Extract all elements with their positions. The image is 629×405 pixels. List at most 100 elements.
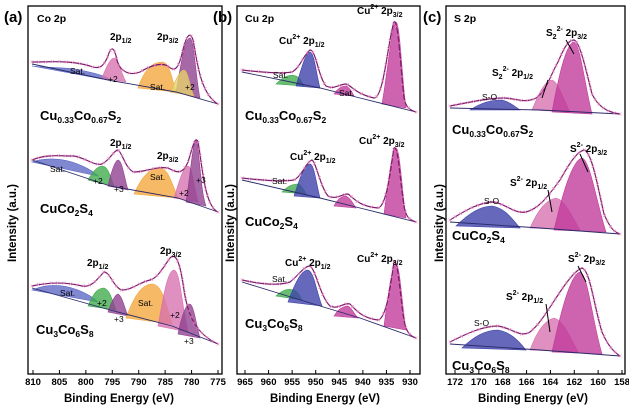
data-point: × xyxy=(216,342,220,349)
data-point: × xyxy=(399,295,403,302)
data-point: × xyxy=(199,160,203,167)
data-point: × xyxy=(559,176,563,183)
data-point: × xyxy=(102,160,106,167)
data-point: × xyxy=(200,167,204,174)
x-tick-label: 800 xyxy=(78,377,94,388)
panel-c-frame xyxy=(445,5,626,375)
data-point: × xyxy=(407,216,411,223)
data-point: × xyxy=(601,105,605,112)
data-point: × xyxy=(203,86,207,93)
data-points: ××××××××××××××××××××××××××××××××××××××××… xyxy=(240,260,418,343)
sample-label-a2: CuCo2S4 xyxy=(40,201,93,218)
x-tick-label: 955 xyxy=(284,377,301,388)
data-point: × xyxy=(561,286,565,293)
data-point: × xyxy=(448,104,452,111)
panel-c-xticks: 172 170 168 166 164 162 160 158 xyxy=(447,370,629,388)
data-point: × xyxy=(540,90,544,97)
data-point: × xyxy=(386,185,390,192)
data-point: × xyxy=(140,68,144,75)
label-cu2-2p12: Cu2+ 2p1/2 xyxy=(279,34,325,49)
label-sat: Sat. xyxy=(272,274,287,284)
data-point: × xyxy=(184,296,188,303)
data-point: × xyxy=(211,205,215,212)
data-point: × xyxy=(216,210,220,217)
data-point: × xyxy=(81,284,85,291)
data-point: × xyxy=(84,62,88,69)
data-point: × xyxy=(369,205,373,212)
data-point: × xyxy=(514,330,518,337)
data-point: × xyxy=(549,74,553,81)
panel-a-ylabel: Intensity (a.u.) xyxy=(7,184,19,262)
data-point: × xyxy=(30,284,34,291)
data-point: × xyxy=(362,313,366,320)
peak-co2-2p12 xyxy=(101,57,127,83)
data-point: × xyxy=(505,205,509,212)
data-point: × xyxy=(546,79,550,86)
data-point: × xyxy=(618,232,622,239)
peak-co3-2p32 xyxy=(177,303,201,339)
data-point: × xyxy=(319,74,323,81)
panel-a-spectrum-2: × × × × × × × × × × × ××× ××××× × × × × × × ×××××× ×××××××××… xyxy=(30,139,220,217)
data-point: × xyxy=(120,154,124,161)
data-point: × xyxy=(248,68,252,75)
data-point: × xyxy=(507,96,511,103)
data-point: × xyxy=(564,281,568,288)
data-point: × xyxy=(202,180,206,187)
label-plus3: +3 xyxy=(196,175,206,185)
data-point: × xyxy=(583,62,587,69)
data-point: × xyxy=(523,210,527,217)
panel-b-xlabel: Binding Energy (eV) xyxy=(270,393,380,405)
data-point: × xyxy=(97,275,101,282)
data-point: × xyxy=(565,42,569,49)
data-point: × xyxy=(402,318,406,325)
data-point: × xyxy=(397,280,401,287)
peak-cu-2p12 xyxy=(293,163,321,199)
data-point: × xyxy=(569,160,573,167)
label-cu2-2p32: Cu2+ 2p3/2 xyxy=(359,134,405,149)
data-point: × xyxy=(489,324,493,331)
data-point: × xyxy=(318,285,322,292)
data-point: × xyxy=(337,304,341,311)
data-point: × xyxy=(273,70,277,77)
data-point: × xyxy=(145,168,149,175)
data-point: × xyxy=(163,263,167,270)
data-point: × xyxy=(605,218,609,225)
data-point: × xyxy=(562,170,566,177)
data-point: × xyxy=(302,266,306,273)
sample-label-a1: Cu0.33Co0.67S2 xyxy=(40,108,121,125)
data-point: × xyxy=(584,68,588,75)
data-point: × xyxy=(495,96,499,103)
data-point: × xyxy=(56,281,60,288)
data-point: × xyxy=(171,168,175,175)
data-point: × xyxy=(459,334,463,341)
data-point: × xyxy=(95,162,99,169)
data-point: × xyxy=(482,201,486,208)
data-point: × xyxy=(403,210,407,217)
panel-a-spectrum-3: × × × × × × × × × ×××× ×××× × × × × ×××××××××××××××××××… xyxy=(30,254,220,349)
data-point: × xyxy=(315,168,319,175)
panel-c-ylabel: Intensity (a.u.) xyxy=(434,184,446,262)
data-point: × xyxy=(587,279,591,286)
x-tick-label: 785 xyxy=(157,377,174,388)
data-point: × xyxy=(401,82,405,89)
data-point: × xyxy=(602,213,606,220)
data-point: × xyxy=(165,165,169,172)
data-point: × xyxy=(460,101,464,108)
label-s-o: S-O xyxy=(484,196,500,206)
data-point: × xyxy=(50,59,54,66)
data-point: × xyxy=(103,60,107,67)
label-s22-2p32: S22- 2p3/2 xyxy=(546,26,587,41)
pointer-line xyxy=(577,265,587,283)
data-point: × xyxy=(63,153,67,160)
data-point: × xyxy=(314,58,318,65)
x-tick-label: 158 xyxy=(614,377,629,388)
data-point: × xyxy=(392,260,396,267)
panel-a-title: Co 2p xyxy=(37,13,66,25)
data-point: × xyxy=(562,47,566,54)
data-point: × xyxy=(119,287,123,294)
label-sat: Sat. xyxy=(272,176,287,186)
data-point: × xyxy=(110,278,114,285)
data-point: × xyxy=(76,155,80,162)
data-point: × xyxy=(600,201,604,208)
data-point: × xyxy=(559,52,563,59)
